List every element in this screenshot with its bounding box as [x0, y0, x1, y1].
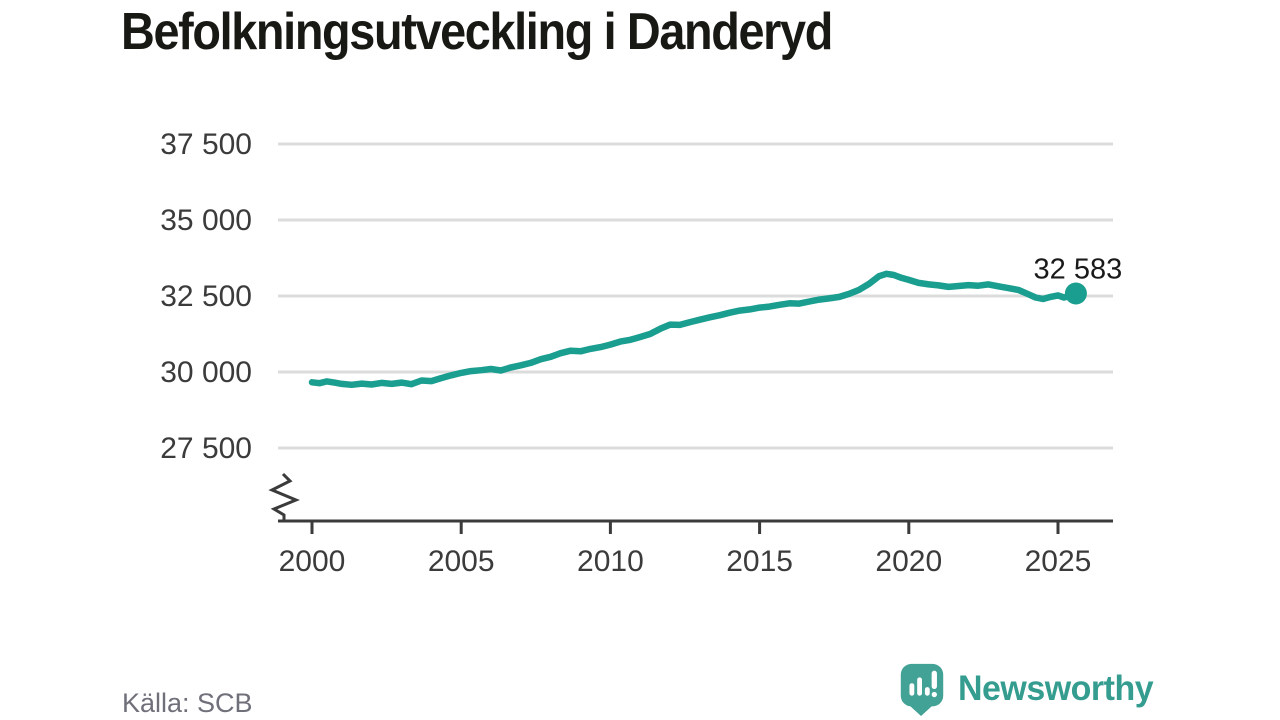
x-tick-label: 2010 [577, 545, 644, 578]
x-tick-label: 2025 [1025, 545, 1092, 578]
exclamation-dot [931, 691, 937, 698]
end-point-dot [1064, 282, 1087, 305]
newsworthy-bubble-barchart-icon [900, 663, 944, 716]
chart-title: Befolkningsutveckling i Danderyd [121, 3, 833, 61]
x-tick-label: 2020 [875, 545, 942, 578]
y-tick-label: 37 500 [160, 128, 252, 161]
x-tick-label: 2005 [428, 545, 495, 578]
bar-2 [917, 677, 922, 696]
y-tick-label: 30 000 [160, 356, 252, 389]
axis-break-icon [268, 472, 300, 521]
y-tick-label: 35 000 [160, 204, 252, 237]
bar-1 [909, 683, 915, 696]
newsworthy-wordmark: Newsworthy [958, 669, 1154, 708]
end-value-label: 32 583 [1034, 254, 1123, 286]
bar-3 [924, 687, 930, 696]
exclamation-bar [931, 670, 937, 689]
y-tick-label: 27 500 [160, 432, 252, 465]
source-label: Källa: SCB [122, 688, 253, 718]
population-line [308, 270, 1080, 389]
y-tick-label: 32 500 [160, 280, 252, 313]
x-tick-label: 2015 [726, 545, 793, 578]
population-line-chart: 37 500 35 000 32 500 30 000 27 500 2000 2005 20… [160, 128, 1123, 578]
newsworthy-logo: Newsworthy [898, 662, 1159, 716]
x-tick-label: 2000 [279, 545, 346, 578]
